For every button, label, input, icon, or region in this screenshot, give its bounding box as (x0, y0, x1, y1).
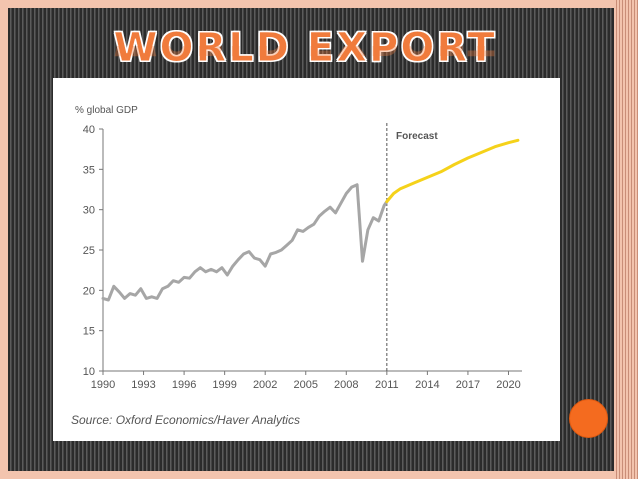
x-tick-label: 1993 (131, 379, 155, 391)
chart-card: % global GDP 10 15 20 25 30 35 40 1990 1993 1996 1… (53, 78, 560, 441)
x-tick-label: 2011 (375, 379, 399, 391)
y-tick-label: 35 (83, 164, 95, 176)
historical-series-line (101, 183, 389, 302)
x-tick-label: 2014 (415, 379, 439, 391)
y-tick-label: 15 (83, 326, 95, 338)
y-tick-label: 30 (83, 205, 95, 217)
x-tick-label: 2017 (456, 379, 480, 391)
x-tick-label: 2005 (293, 379, 317, 391)
chart-axes (102, 129, 522, 372)
x-tick-label: 2002 (253, 379, 277, 391)
chart-lines (101, 123, 520, 371)
chart-source: Source: Oxford Economics/Haver Analytics (71, 413, 300, 427)
x-tick-label: 2020 (496, 379, 520, 391)
slide-title: WORLD EXPORT (113, 25, 497, 72)
forecast-series-line (385, 138, 520, 204)
y-tick-label: 25 (83, 245, 95, 257)
x-tick-label: 1999 (212, 379, 236, 391)
decorative-orange-dot (569, 399, 608, 438)
slide-title-reflection: WORLD EXPORT (0, 46, 610, 60)
forecast-annotation: Forecast (396, 131, 438, 142)
y-tick-label: 20 (83, 285, 95, 297)
x-tick-label: 1990 (91, 379, 115, 391)
y-tick-label: 40 (83, 124, 95, 136)
slide-border-strip (614, 0, 638, 479)
y-tick-label: 10 (83, 366, 95, 378)
y-axis-label: % global GDP (75, 105, 138, 116)
chart-ticks: 10 15 20 25 30 35 40 1990 1993 1996 1999 2002 2005 20… (83, 124, 521, 391)
x-tick-label: 2008 (334, 379, 358, 391)
x-tick-label: 1996 (172, 379, 196, 391)
